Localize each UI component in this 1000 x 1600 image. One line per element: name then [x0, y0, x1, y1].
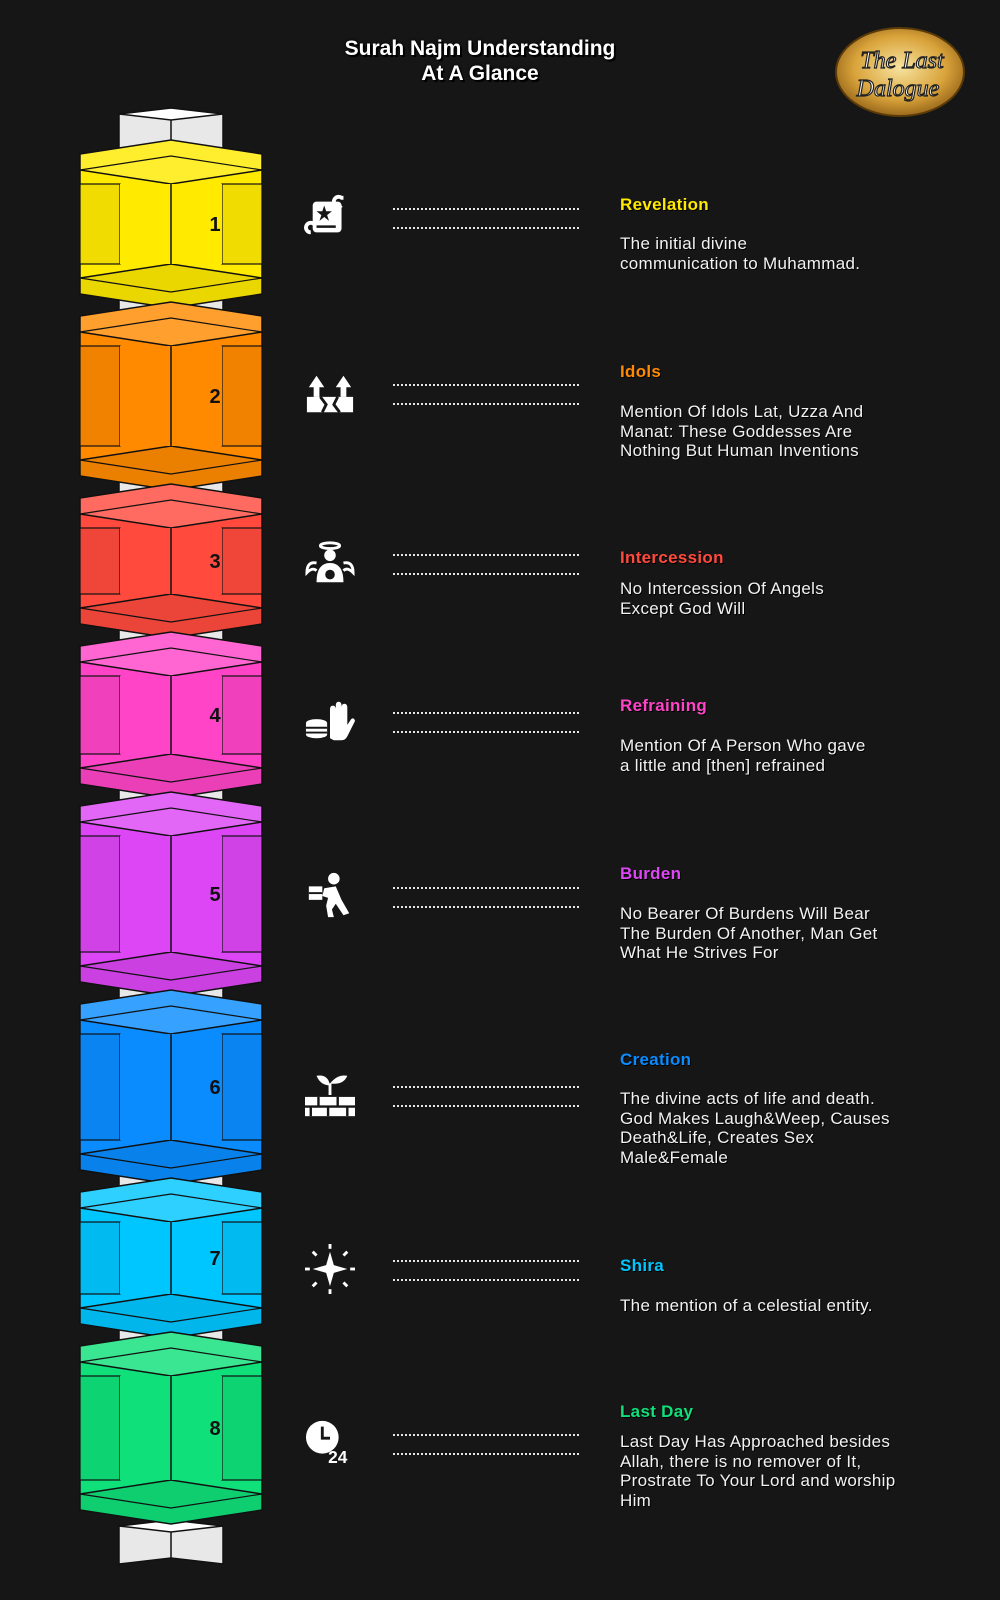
sprout-on-bricks-icon: [305, 1075, 355, 1117]
clock-24-icon: 24: [305, 1420, 348, 1467]
block-number: 1: [209, 214, 220, 236]
tower-block-1: 1: [79, 139, 263, 309]
dotted-connector: [393, 710, 579, 734]
block-number: 8: [209, 1418, 220, 1440]
block-number: 7: [209, 1248, 220, 1270]
item-title: Creation: [620, 1050, 692, 1069]
person-carrying-box-icon: [308, 872, 350, 918]
description-line: Mention Of Idols Lat, Uzza And: [620, 402, 864, 421]
description-line: The divine acts of life and death.: [620, 1089, 875, 1108]
description-line: Mention Of A Person Who gave: [620, 736, 866, 755]
item-title: Intercession: [620, 548, 724, 567]
item-title: Last Day: [620, 1402, 694, 1421]
item-title: Burden: [620, 864, 682, 883]
title-line-1: Surah Najm Understanding: [344, 37, 616, 60]
block-tower: 1 2 3 4 5 6 7 8: [79, 107, 263, 1565]
sparkle-star-icon: [305, 1244, 355, 1294]
item-description: The mention of a celestial entity.: [620, 1296, 990, 1316]
page-title: Surah Najm Understanding At A Glance: [260, 36, 700, 86]
description-line: The initial divine: [620, 234, 748, 253]
angel-icon: [305, 541, 355, 583]
item-title: Shira: [620, 1256, 665, 1275]
description-line: Him: [620, 1490, 652, 1510]
item-title: Revelation: [620, 195, 709, 214]
hand-coins-icon: [305, 701, 355, 741]
tower-block-4: 4: [79, 631, 263, 799]
scroll-icon: [304, 194, 344, 235]
icon-24-label: 24: [328, 1447, 348, 1467]
item-title: Refraining: [620, 696, 708, 715]
item-description: The initial divine communication to Muham…: [620, 234, 990, 273]
item-description: No Intercession Of Angels Except God Will: [620, 579, 990, 618]
tower-block-6: 6: [79, 989, 263, 1185]
description-line: Death&Life, Creates Sex: [620, 1128, 814, 1147]
dotted-connector: [393, 1258, 579, 1282]
description-line: No Intercession Of Angels: [620, 579, 825, 598]
logo-line-2: Dalogue: [856, 76, 940, 102]
description-line: Prostrate To Your Lord and worship: [620, 1471, 896, 1490]
dotted-connector: [393, 382, 579, 406]
dotted-connector: [393, 885, 579, 909]
cracked-ground-arrows-icon: [306, 375, 354, 414]
description-line: communication to Muhammad.: [620, 253, 861, 273]
description-line: What He Strives For: [620, 943, 779, 962]
description-line: God Makes Laugh&Weep, Causes: [620, 1108, 890, 1128]
item-description: Mention Of A Person Who gave a little and…: [620, 736, 990, 775]
dotted-connector: [393, 1432, 579, 1456]
description-line: No Bearer Of Burdens Will Bear: [620, 904, 870, 923]
description-line: Nothing But Human Inventions: [620, 441, 859, 460]
description-line: Except God Will: [620, 598, 746, 618]
dotted-connector: [393, 1084, 579, 1108]
block-number: 5: [209, 884, 220, 906]
description-line: The Burden Of Another, Man Get: [620, 923, 878, 943]
item-title: Idols: [620, 362, 662, 381]
tower-block-8: 8: [79, 1331, 263, 1525]
block-number: 2: [209, 386, 220, 408]
block-number: 6: [209, 1077, 220, 1099]
dotted-connector: [393, 552, 579, 576]
tower-block-7: 7: [79, 1177, 263, 1339]
description-line: a little and [then] refrained: [620, 755, 826, 775]
title-line-2: At A Glance: [421, 62, 539, 85]
dotted-connector: [393, 206, 579, 230]
item-description: Last Day Has Approached besides Allah, th…: [620, 1432, 990, 1510]
item-description: No Bearer Of Burdens Will Bear The Burden…: [620, 904, 990, 963]
description-line: The mention of a celestial entity.: [620, 1296, 873, 1315]
item-description: Mention Of Idols Lat, Uzza And Manat: The…: [620, 402, 990, 461]
logo-line-1: The Last: [860, 48, 945, 74]
tower-block-5: 5: [79, 791, 263, 997]
description-line: Male&Female: [620, 1147, 729, 1167]
tower-bottom-cap: [118, 1519, 224, 1565]
tower-block-3: 3: [79, 483, 263, 639]
description-line: Manat: These Goddesses Are: [620, 421, 853, 441]
logo: The Last Dalogue: [835, 27, 965, 117]
block-number: 4: [209, 705, 221, 727]
tower-block-2: 2: [79, 301, 263, 491]
description-line: Last Day Has Approached besides: [620, 1432, 891, 1451]
description-line: Allah, there is no remover of It,: [620, 1451, 862, 1471]
block-number: 3: [209, 551, 220, 573]
item-description: The divine acts of life and death. God Ma…: [620, 1089, 990, 1167]
